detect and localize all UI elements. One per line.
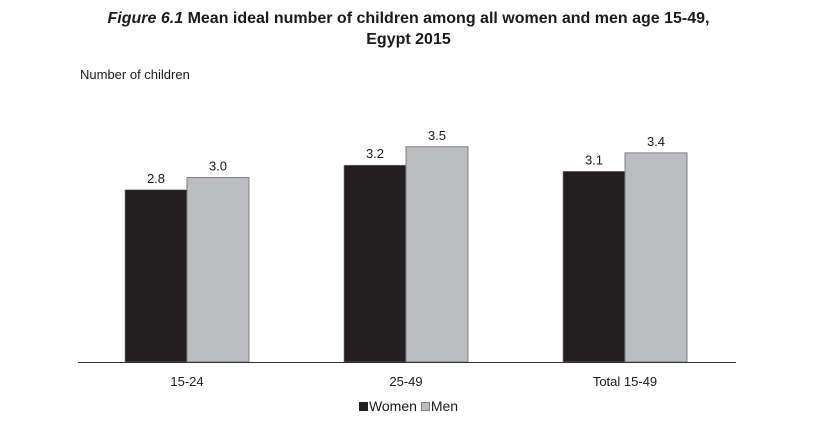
data-label-men-2: 3.4 <box>647 134 665 149</box>
legend-label-women: Women <box>368 398 417 414</box>
legend-item-men: Men <box>420 398 459 414</box>
bar-men-2 <box>624 152 688 363</box>
bar-men-1 <box>405 146 469 363</box>
data-label-women-2: 3.1 <box>585 152 603 167</box>
y-axis-label: Number of children <box>80 67 190 82</box>
bar-women-1 <box>343 164 407 363</box>
legend-label-men: Men <box>430 398 459 414</box>
chart-title: Figure 6.1 Mean ideal number of children… <box>0 8 817 50</box>
x-tick-label-1: 25-49 <box>389 374 422 389</box>
figure-label: Figure 6.1 <box>107 10 184 27</box>
bar-women-0 <box>124 189 188 363</box>
title-line1: Mean ideal number of children among all … <box>187 10 710 27</box>
bar-women-2 <box>562 171 626 363</box>
data-label-men-1: 3.5 <box>428 128 446 143</box>
x-tick-label-0: 15-24 <box>170 374 203 389</box>
title-line2: Egypt 2015 <box>366 31 451 48</box>
legend: Women Men <box>0 398 817 414</box>
legend-swatch-men <box>420 402 430 411</box>
data-label-women-1: 3.2 <box>366 146 384 161</box>
data-label-women-0: 2.8 <box>147 171 165 186</box>
legend-item-women: Women <box>358 398 417 414</box>
legend-swatch-women <box>358 402 368 411</box>
bar-men-0 <box>186 177 250 363</box>
data-label-men-0: 3.0 <box>209 159 227 174</box>
x-tick-label-2: Total 15-49 <box>593 374 657 389</box>
